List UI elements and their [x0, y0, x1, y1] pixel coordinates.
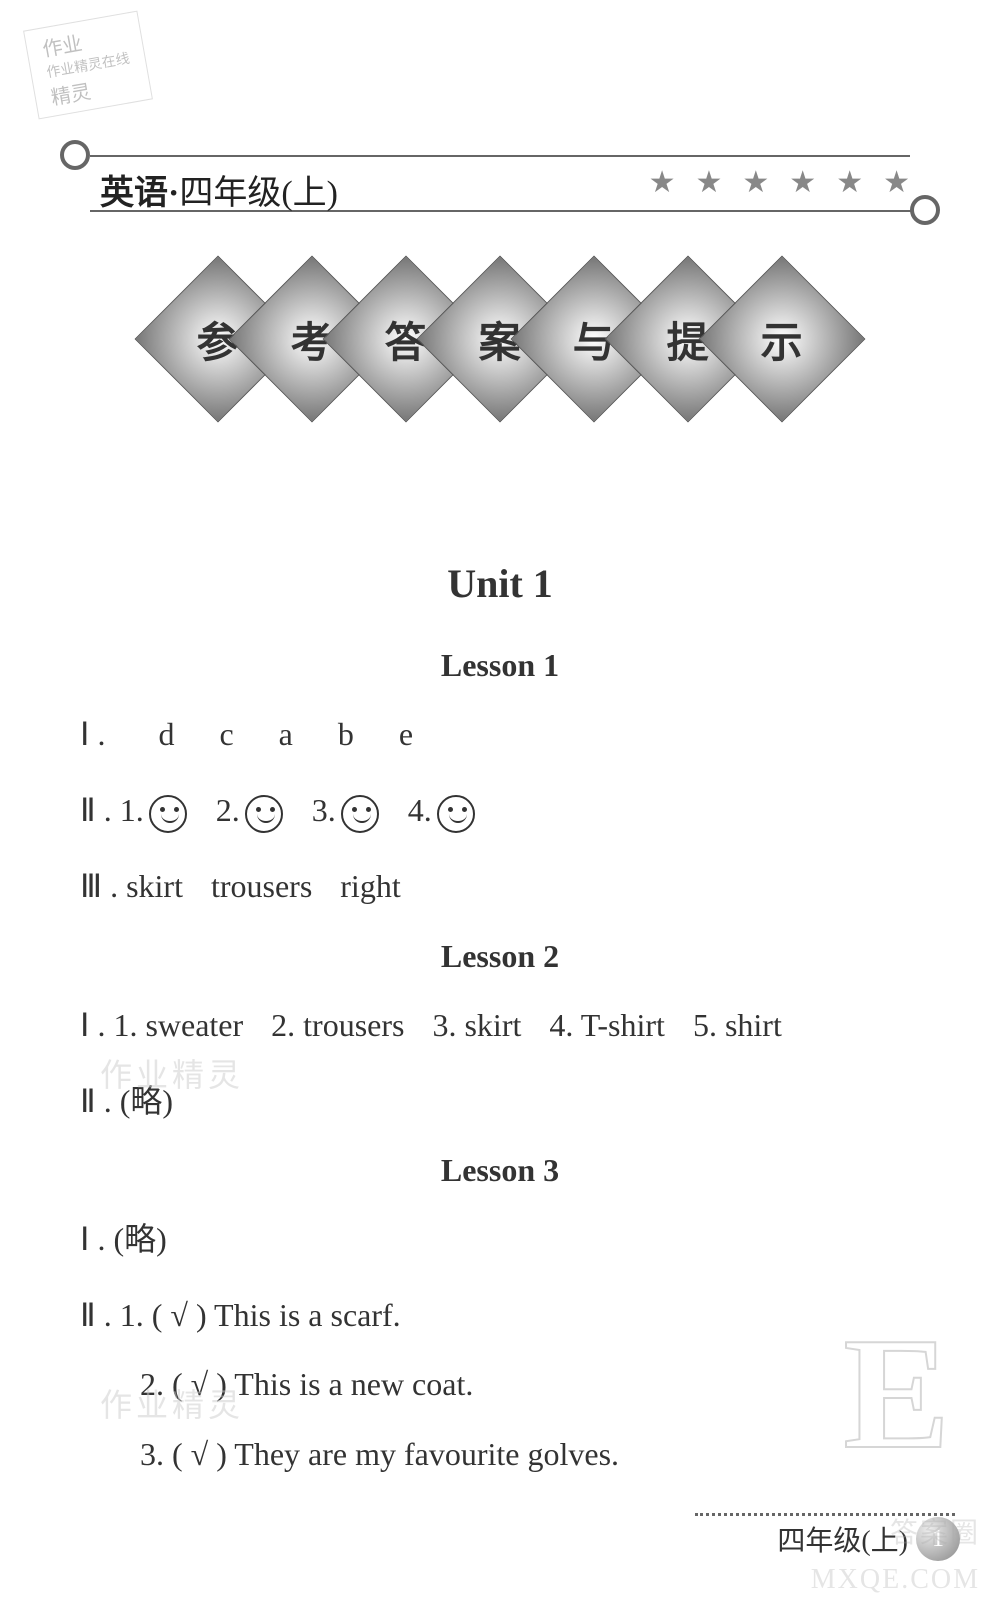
answer-item: c [219, 716, 233, 752]
answer-number: 4. [408, 792, 432, 828]
star-icon: ★ [695, 165, 722, 200]
circle-left-icon [60, 140, 90, 170]
answer-line: Ⅱ . 1. 2. 3. 4. [80, 785, 920, 836]
answer-item: d [158, 716, 174, 752]
answer-item: 5. shirt [693, 1007, 782, 1043]
star-icon: ★ [649, 165, 676, 200]
answer-item: skirt [126, 868, 183, 904]
lesson-title: Lesson 2 [80, 938, 920, 975]
content-area: Unit 1 Lesson 1Ⅰ . dcabeⅡ . 1. 2. 3. 4. … [80, 560, 920, 1505]
answer-item: 2. trousers [271, 1007, 404, 1043]
star-icon: ★ [883, 165, 910, 200]
watermark-mid-1: 作业精灵 [100, 1050, 244, 1096]
lesson-title: Lesson 1 [80, 647, 920, 684]
subject-label: 英语 [100, 175, 168, 212]
header-line-top [90, 155, 910, 157]
lesson-title: Lesson 3 [80, 1152, 920, 1189]
header-stars: ★ ★ ★ ★ ★ ★ [649, 165, 910, 200]
separator: · [168, 175, 179, 212]
answer-text: (略) [113, 1221, 166, 1257]
watermark-mid-2: 作业精灵 [100, 1380, 244, 1426]
answer-item: trousers [211, 868, 312, 904]
checked-answer: 3. ( √ ) They are my favourite golves. [140, 1429, 920, 1480]
banner-diamond: 示 [699, 256, 866, 423]
smiley-icon [437, 795, 475, 833]
watermark-top-stamp: 作业 作业精灵在线 精灵 [23, 11, 153, 120]
answer-item: 4. T-shirt [549, 1007, 665, 1043]
answer-item: e [399, 716, 413, 752]
answer-number: 1. [120, 792, 144, 828]
answer-item: 1. sweater [113, 1007, 243, 1043]
grade-label: 四年级(上) [179, 175, 338, 212]
unit-title: Unit 1 [80, 560, 920, 607]
header-title: 英语·四年级(上) [100, 165, 338, 214]
answer-item: a [279, 716, 293, 752]
smiley-icon [341, 795, 379, 833]
answer-line: Ⅰ . 1. sweater2. trousers3. skirt4. T-sh… [80, 1000, 920, 1051]
smiley-icon [149, 795, 187, 833]
star-icon: ★ [836, 165, 863, 200]
star-icon: ★ [742, 165, 769, 200]
answer-item: 3. skirt [432, 1007, 521, 1043]
circle-right-icon [910, 195, 940, 225]
answer-number: 2. [216, 792, 240, 828]
answer-line: Ⅰ . dcabe [80, 709, 920, 760]
answer-line: Ⅰ . (略) [80, 1214, 920, 1265]
answer-number: 3. [312, 792, 336, 828]
answer-item: right [340, 868, 400, 904]
big-letter-e: E [843, 1301, 950, 1486]
answer-line: Ⅲ . skirttrousersright [80, 861, 920, 912]
watermark-bottom-2: MXQE.COM [811, 1564, 980, 1596]
watermark-bottom-1: 答案圈 [890, 1511, 980, 1551]
star-icon: ★ [789, 165, 816, 200]
banner-char: 示 [761, 308, 803, 369]
checked-answer: 2. ( √ ) This is a new coat. [140, 1359, 920, 1410]
banner-diamonds: 参考答案与提示 [80, 280, 920, 398]
smiley-icon [245, 795, 283, 833]
checked-answer: 1. ( √ ) This is a scarf. [120, 1297, 401, 1333]
footer-text: 四年级(上) [777, 1519, 908, 1559]
answer-item: b [338, 716, 354, 752]
